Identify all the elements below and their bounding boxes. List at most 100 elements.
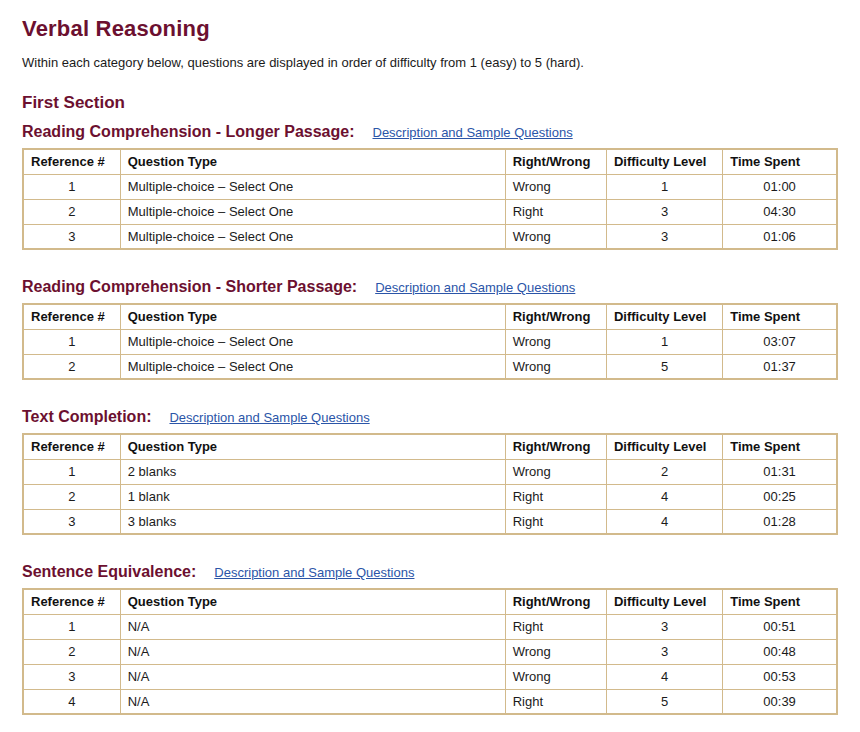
col-header-difficulty-level: Difficulty Level bbox=[606, 304, 722, 329]
table-body: 1 2 blanks Wrong 2 01:31 2 1 blank Right… bbox=[23, 459, 837, 534]
cell-time-spent: 01:37 bbox=[723, 354, 837, 379]
cell-difficulty-level: 1 bbox=[606, 329, 722, 354]
col-header-right-wrong: Right/Wrong bbox=[505, 589, 606, 614]
col-header-reference: Reference # bbox=[23, 304, 120, 329]
cell-difficulty-level: 3 bbox=[606, 224, 722, 249]
category-heading-row: Reading Comprehension - Shorter Passage:… bbox=[22, 278, 838, 296]
col-header-difficulty-level: Difficulty Level bbox=[606, 149, 722, 174]
section-title: First Section bbox=[22, 93, 838, 113]
category-section: Reading Comprehension - Longer Passage: … bbox=[22, 123, 838, 250]
page-title: Verbal Reasoning bbox=[22, 16, 838, 42]
cell-right-wrong: Wrong bbox=[505, 174, 606, 199]
col-header-question-type: Question Type bbox=[120, 304, 505, 329]
cell-right-wrong: Wrong bbox=[505, 329, 606, 354]
table-header-row: Reference # Question Type Right/Wrong Di… bbox=[23, 434, 837, 459]
cell-reference-number: 1 bbox=[23, 174, 120, 199]
col-header-right-wrong: Right/Wrong bbox=[505, 149, 606, 174]
cell-right-wrong: Right bbox=[505, 484, 606, 509]
category-heading-row: Text Completion: Description and Sample … bbox=[22, 408, 838, 426]
category-heading-row: Sentence Equivalence: Description and Sa… bbox=[22, 563, 838, 581]
score-table: Reference # Question Type Right/Wrong Di… bbox=[22, 148, 838, 250]
category-section: Text Completion: Description and Sample … bbox=[22, 408, 838, 535]
cell-question-type: N/A bbox=[120, 639, 505, 664]
table-row: 1 2 blanks Wrong 2 01:31 bbox=[23, 459, 837, 484]
col-header-difficulty-level: Difficulty Level bbox=[606, 589, 722, 614]
cell-reference-number: 1 bbox=[23, 614, 120, 639]
score-table: Reference # Question Type Right/Wrong Di… bbox=[22, 303, 838, 380]
cell-reference-number: 2 bbox=[23, 484, 120, 509]
cell-reference-number: 4 bbox=[23, 689, 120, 714]
sections-container: Reading Comprehension - Longer Passage: … bbox=[22, 123, 838, 715]
cell-right-wrong: Right bbox=[505, 689, 606, 714]
cell-right-wrong: Wrong bbox=[505, 639, 606, 664]
cell-time-spent: 04:30 bbox=[723, 199, 837, 224]
table-row: 3 Multiple-choice – Select One Wrong 3 0… bbox=[23, 224, 837, 249]
col-header-question-type: Question Type bbox=[120, 149, 505, 174]
cell-right-wrong: Right bbox=[505, 509, 606, 534]
table-row: 3 3 blanks Right 4 01:28 bbox=[23, 509, 837, 534]
table-body: 1 N/A Right 3 00:51 2 N/A Wrong 3 00:48 … bbox=[23, 614, 837, 714]
category-section: Sentence Equivalence: Description and Sa… bbox=[22, 563, 838, 715]
table-header-row: Reference # Question Type Right/Wrong Di… bbox=[23, 589, 837, 614]
table-body: 1 Multiple-choice – Select One Wrong 1 0… bbox=[23, 329, 837, 379]
cell-difficulty-level: 2 bbox=[606, 459, 722, 484]
col-header-time-spent: Time Spent bbox=[723, 149, 837, 174]
category-heading: Reading Comprehension - Shorter Passage: bbox=[22, 278, 357, 296]
col-header-time-spent: Time Spent bbox=[723, 304, 837, 329]
cell-question-type: Multiple-choice – Select One bbox=[120, 199, 505, 224]
score-table: Reference # Question Type Right/Wrong Di… bbox=[22, 433, 838, 535]
score-table: Reference # Question Type Right/Wrong Di… bbox=[22, 588, 838, 715]
cell-time-spent: 00:39 bbox=[723, 689, 837, 714]
table-row: 1 Multiple-choice – Select One Wrong 1 0… bbox=[23, 174, 837, 199]
cell-question-type: N/A bbox=[120, 689, 505, 714]
cell-right-wrong: Wrong bbox=[505, 459, 606, 484]
table-row: 1 N/A Right 3 00:51 bbox=[23, 614, 837, 639]
table-row: 2 Multiple-choice – Select One Right 3 0… bbox=[23, 199, 837, 224]
description-and-sample-questions-link[interactable]: Description and Sample Questions bbox=[375, 280, 575, 295]
col-header-difficulty-level: Difficulty Level bbox=[606, 434, 722, 459]
cell-question-type: Multiple-choice – Select One bbox=[120, 174, 505, 199]
category-heading: Reading Comprehension - Longer Passage: bbox=[22, 123, 355, 141]
col-header-reference: Reference # bbox=[23, 434, 120, 459]
cell-time-spent: 01:31 bbox=[723, 459, 837, 484]
description-and-sample-questions-link[interactable]: Description and Sample Questions bbox=[373, 125, 573, 140]
cell-reference-number: 1 bbox=[23, 459, 120, 484]
cell-difficulty-level: 4 bbox=[606, 664, 722, 689]
cell-question-type: Multiple-choice – Select One bbox=[120, 329, 505, 354]
table-body: 1 Multiple-choice – Select One Wrong 1 0… bbox=[23, 174, 837, 249]
page-subtitle: Within each category below, questions ar… bbox=[22, 55, 838, 70]
cell-difficulty-level: 4 bbox=[606, 509, 722, 534]
cell-right-wrong: Right bbox=[505, 614, 606, 639]
description-and-sample-questions-link[interactable]: Description and Sample Questions bbox=[214, 565, 414, 580]
cell-time-spent: 00:48 bbox=[723, 639, 837, 664]
cell-time-spent: 01:06 bbox=[723, 224, 837, 249]
table-row: 3 N/A Wrong 4 00:53 bbox=[23, 664, 837, 689]
col-header-right-wrong: Right/Wrong bbox=[505, 434, 606, 459]
cell-difficulty-level: 3 bbox=[606, 614, 722, 639]
cell-reference-number: 1 bbox=[23, 329, 120, 354]
cell-time-spent: 01:28 bbox=[723, 509, 837, 534]
cell-reference-number: 2 bbox=[23, 199, 120, 224]
cell-question-type: N/A bbox=[120, 614, 505, 639]
cell-difficulty-level: 5 bbox=[606, 354, 722, 379]
table-header-row: Reference # Question Type Right/Wrong Di… bbox=[23, 304, 837, 329]
col-header-time-spent: Time Spent bbox=[723, 434, 837, 459]
col-header-question-type: Question Type bbox=[120, 589, 505, 614]
cell-time-spent: 00:25 bbox=[723, 484, 837, 509]
cell-difficulty-level: 5 bbox=[606, 689, 722, 714]
cell-right-wrong: Wrong bbox=[505, 354, 606, 379]
cell-question-type: N/A bbox=[120, 664, 505, 689]
category-heading-row: Reading Comprehension - Longer Passage: … bbox=[22, 123, 838, 141]
cell-difficulty-level: 4 bbox=[606, 484, 722, 509]
table-row: 4 N/A Right 5 00:39 bbox=[23, 689, 837, 714]
table-row: 2 1 blank Right 4 00:25 bbox=[23, 484, 837, 509]
table-row: 2 N/A Wrong 3 00:48 bbox=[23, 639, 837, 664]
cell-reference-number: 2 bbox=[23, 639, 120, 664]
cell-difficulty-level: 1 bbox=[606, 174, 722, 199]
cell-reference-number: 3 bbox=[23, 224, 120, 249]
cell-difficulty-level: 3 bbox=[606, 199, 722, 224]
col-header-reference: Reference # bbox=[23, 589, 120, 614]
cell-right-wrong: Right bbox=[505, 199, 606, 224]
description-and-sample-questions-link[interactable]: Description and Sample Questions bbox=[169, 410, 369, 425]
cell-difficulty-level: 3 bbox=[606, 639, 722, 664]
